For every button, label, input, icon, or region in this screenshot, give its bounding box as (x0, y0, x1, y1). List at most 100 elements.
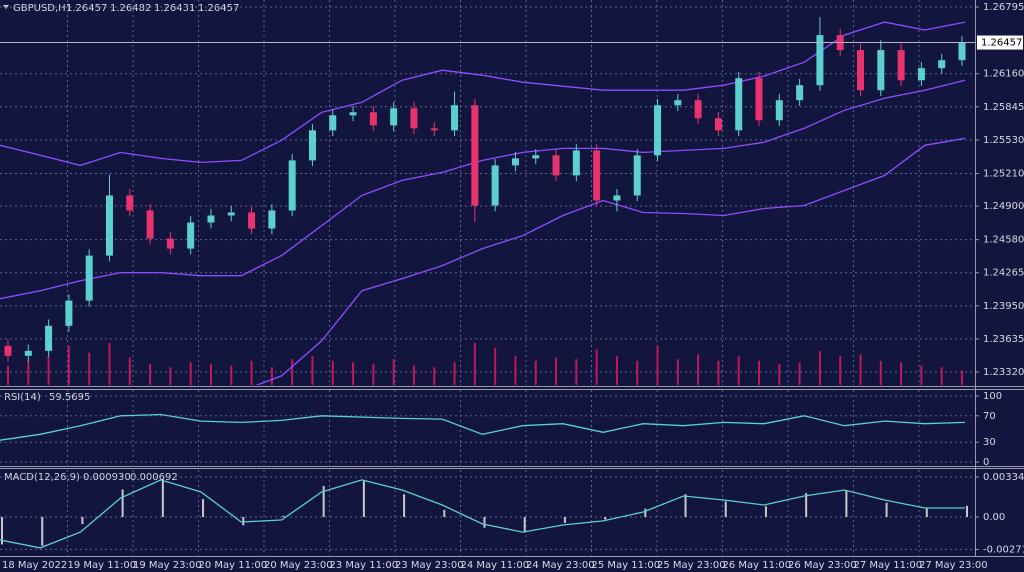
volume-bar (534, 360, 537, 385)
macd-histogram-bar (885, 502, 888, 517)
macd-histogram-bar (322, 485, 325, 517)
y-tick-label: 0.003346 (983, 472, 1024, 483)
volume-bar (575, 359, 578, 385)
volume-bar (839, 355, 842, 385)
volume-bar (67, 346, 70, 385)
header-low: 1.26431 (154, 3, 195, 14)
candle-body (349, 112, 357, 116)
volume-bar (656, 346, 659, 385)
candle-body (369, 112, 377, 126)
macd-histogram-bar (121, 489, 124, 517)
volume-bar (595, 349, 598, 385)
x-tick-label: 27 May 11:00 (854, 560, 923, 571)
volume-bar (27, 360, 30, 385)
macd-signal-value: 0.000692 (130, 472, 178, 483)
candle-body (958, 42, 966, 61)
y-tick-label: 1.25210 (983, 168, 1024, 179)
macd-histogram-bar (724, 501, 727, 517)
candle-body (511, 158, 519, 166)
x-tick-label: 19 May 23:00 (133, 560, 202, 571)
volume-bar (961, 370, 963, 385)
y-tick-label: 1.23635 (983, 334, 1024, 345)
candle-body (633, 155, 641, 196)
macd-histogram-bar (81, 516, 84, 525)
candle-body (288, 160, 296, 211)
symbol-label: GBPUSD,H1 (13, 3, 72, 14)
candle-body (694, 100, 702, 119)
volume-bar (697, 354, 700, 385)
macd-histogram-bar (925, 508, 928, 517)
volume-bar (636, 360, 639, 385)
candle-body (329, 115, 337, 131)
y-tick-label: 1.25845 (983, 102, 1024, 113)
last-price-label: 1.26457 (981, 38, 1022, 49)
x-tick-label: 26 May 23:00 (788, 560, 857, 571)
volume-bar (169, 367, 172, 385)
candle-body (24, 350, 32, 356)
macd-histogram-bar (161, 478, 164, 517)
candle-body (471, 105, 479, 206)
y-tick-label: 1.24580 (983, 235, 1024, 246)
macd-label: MACD(12,26,9) (4, 472, 80, 483)
macd-histogram-bar (684, 494, 687, 517)
volume-bar (189, 362, 192, 385)
macd-histogram-bar (604, 516, 607, 520)
macd-histogram-bar (362, 481, 365, 517)
header-close: 1.26457 (198, 3, 239, 14)
candle-body (227, 212, 235, 216)
candle-body (451, 105, 459, 131)
header-open: 1.26457 (66, 3, 107, 14)
candle-body (126, 195, 134, 211)
candle-body (4, 345, 12, 356)
candle-body (390, 108, 398, 126)
volume-bar (108, 343, 111, 385)
volume-bar (412, 365, 415, 385)
y-tick-label: 1.23950 (983, 301, 1024, 312)
volume-bar (615, 355, 618, 385)
candle-body (654, 105, 662, 156)
y-tick-label: 70 (983, 411, 996, 422)
y-tick-label: 100 (983, 391, 1002, 402)
macd-histogram-bar (644, 508, 647, 517)
x-tick-label: 20 May 11:00 (199, 560, 268, 571)
macd-histogram-bar (845, 490, 848, 517)
candle-body (532, 155, 540, 159)
x-tick-label: 24 May 11:00 (461, 560, 530, 571)
rsi-label: RSI(14) (4, 392, 41, 403)
volume-bar (331, 360, 334, 385)
x-tick-label: 20 May 23:00 (264, 560, 333, 571)
volume-bar (900, 362, 903, 385)
candle-body (248, 212, 256, 229)
candle-body (917, 68, 925, 81)
volume-bar (47, 355, 50, 385)
y-tick-label: 0 (983, 457, 989, 468)
macd-signal-line (0, 479, 965, 549)
x-tick-label: 18 May 2022 (2, 560, 67, 571)
candle-body (877, 50, 885, 91)
candle-body (308, 130, 316, 161)
macd-histogram-bar (443, 509, 446, 517)
candle-body (491, 165, 499, 206)
candle-body (552, 155, 560, 176)
y-tick-label: 1.24265 (983, 268, 1024, 279)
y-tick-label: 1.24900 (983, 201, 1024, 212)
volume-bar (392, 359, 395, 385)
macd-histogram-bar (966, 505, 968, 517)
volume-bar (818, 351, 821, 385)
candle-body (613, 195, 621, 201)
y-tick-label: 1.26160 (983, 69, 1024, 80)
rsi-value: 59.5695 (49, 392, 90, 403)
y-tick-label: 1.25530 (983, 135, 1024, 146)
volume-bar (859, 354, 862, 385)
y-tick-label: -0.002713 (983, 544, 1024, 555)
candle-body (105, 195, 113, 256)
candle-body (430, 128, 438, 131)
volume-bar (230, 365, 233, 385)
candle-body (816, 35, 824, 86)
macd-histogram-bar (523, 516, 526, 533)
candle-body (938, 60, 946, 69)
volume-bar (940, 367, 943, 385)
candle-body (45, 325, 53, 351)
